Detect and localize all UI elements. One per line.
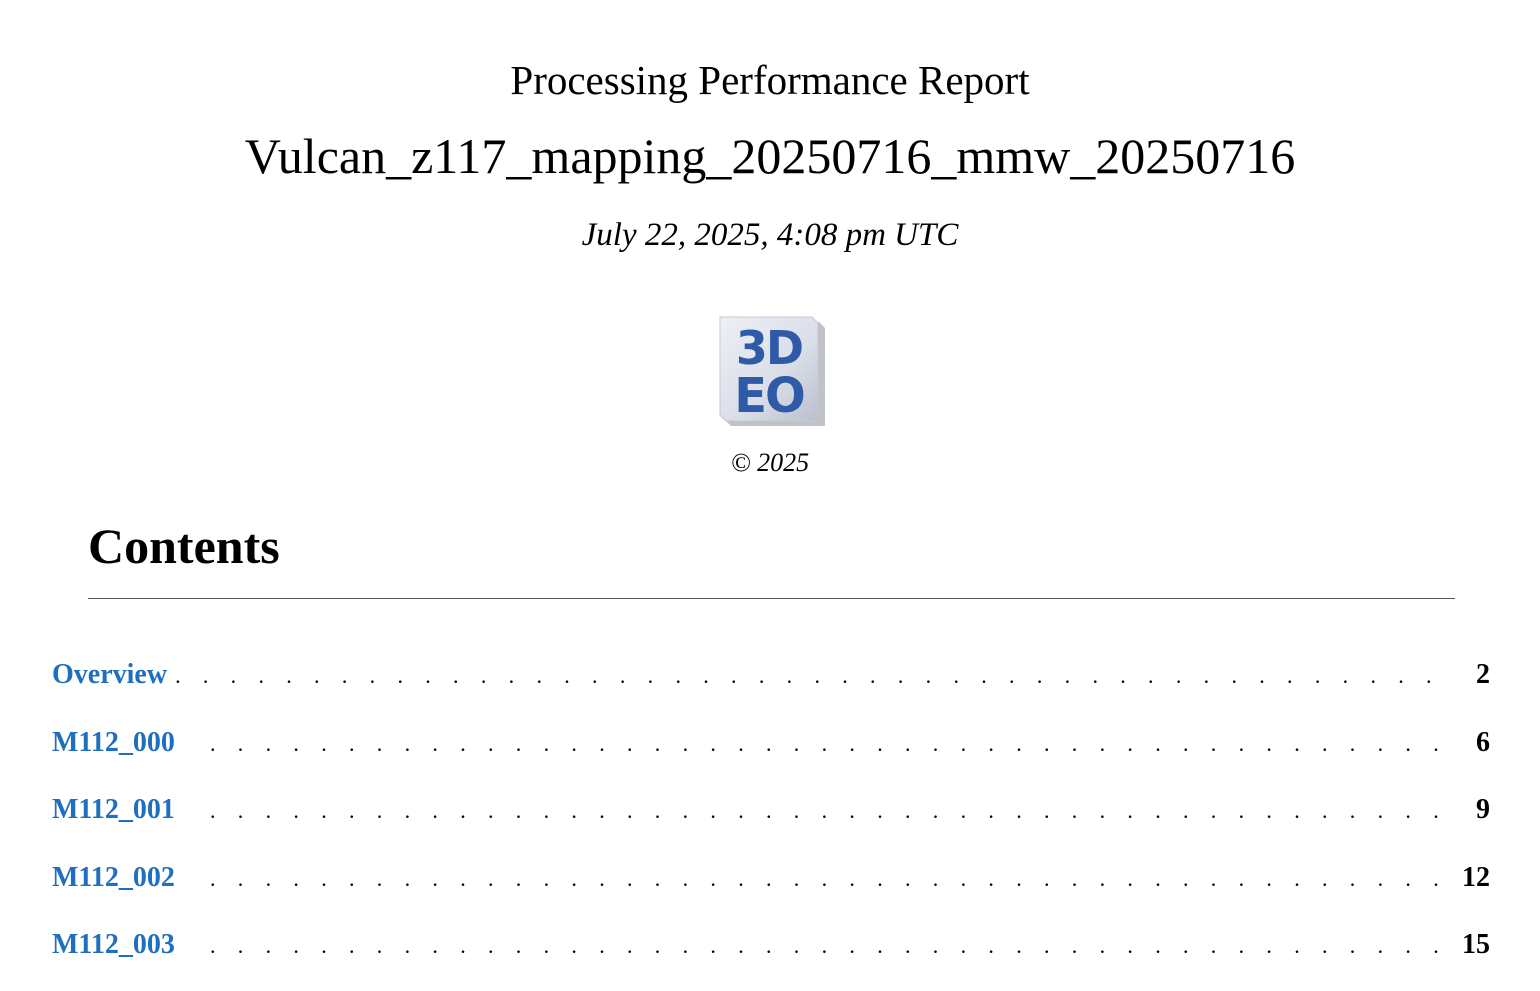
- toc-link-overview[interactable]: Overview: [52, 659, 168, 690]
- toc-leader-dots: . . . . . . . . . . . . . . . . . . . . …: [175, 663, 1442, 688]
- toc-page-number: 9: [1476, 794, 1490, 825]
- logo-graphic: 3D EO: [719, 316, 825, 426]
- toc-entry-m112-000[interactable]: M112_000 . . . . . . . . . . . . . . . .…: [52, 721, 1490, 789]
- toc-entry-m112-002[interactable]: M112_002 . . . . . . . . . . . . . . . .…: [52, 856, 1490, 924]
- copyright-notice: © 2025: [730, 448, 810, 477]
- toc-link-m112-001[interactable]: M112_001: [52, 794, 175, 825]
- report-title: Processing Performance Report: [510, 57, 1030, 103]
- toc-page-number: 6: [1476, 726, 1490, 758]
- toc-entry-overview[interactable]: Overview . . . . . . . . . . . . . . . .…: [52, 653, 1490, 721]
- logo-text-eo: EO: [734, 368, 804, 424]
- toc-link-m112-000[interactable]: M112_000: [52, 726, 175, 758]
- toc-leader-dots: . . . . . . . . . . . . . . . . . . . . …: [210, 865, 1442, 891]
- report-date: July 22, 2025, 4:08 pm UTC: [581, 217, 959, 253]
- toc-entry-m112-003[interactable]: M112_003 . . . . . . . . . . . . . . . .…: [52, 923, 1490, 991]
- toc-link-m112-003[interactable]: M112_003: [52, 929, 175, 960]
- toc-page-number: 15: [1462, 929, 1490, 960]
- toc-leader-dots: . . . . . . . . . . . . . . . . . . . . …: [210, 730, 1442, 756]
- toc-link-m112-002[interactable]: M112_002: [52, 861, 175, 893]
- company-logo: 3D EO: [716, 313, 828, 431]
- toc-leader-dots: . . . . . . . . . . . . . . . . . . . . …: [210, 798, 1442, 823]
- table-of-contents: Overview . . . . . . . . . . . . . . . .…: [52, 653, 1490, 991]
- project-name: Vulcan_z117_mapping_20250716_mmw_2025071…: [244, 128, 1296, 184]
- contents-heading: Contents: [88, 518, 280, 574]
- toc-entry-m112-001[interactable]: M112_001 . . . . . . . . . . . . . . . .…: [52, 788, 1490, 856]
- contents-divider: [88, 598, 1455, 599]
- toc-page-number: 2: [1476, 659, 1490, 690]
- toc-leader-dots: . . . . . . . . . . . . . . . . . . . . …: [210, 933, 1442, 958]
- logo-text-3d: 3D: [736, 321, 802, 375]
- toc-page-number: 12: [1462, 861, 1490, 893]
